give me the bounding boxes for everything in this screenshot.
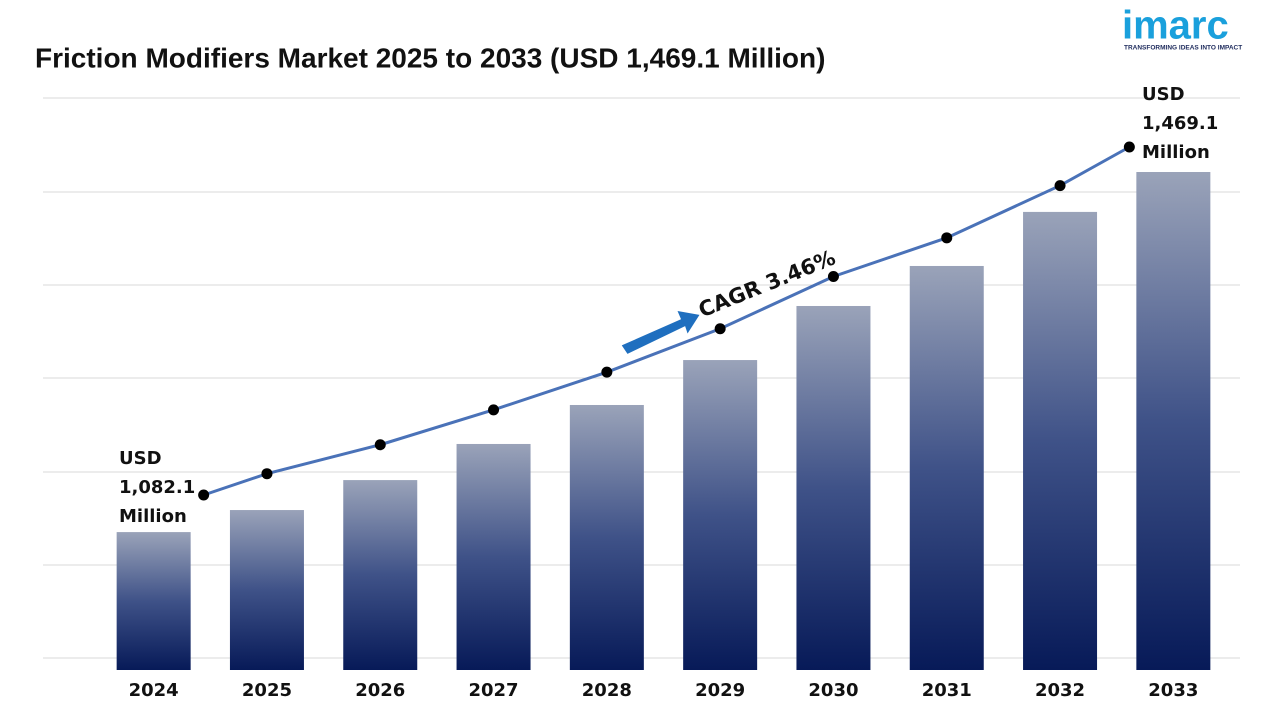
- x-tick-label: 2033: [1148, 680, 1198, 701]
- bars: [116, 172, 1211, 670]
- trend-dot: [374, 439, 386, 451]
- bar: [343, 480, 418, 670]
- trend-dot: [941, 232, 953, 244]
- trend-dot: [488, 404, 500, 416]
- logo: imarc: [1122, 4, 1229, 48]
- labels: 2024 2025 2026 2027 2028 2029 2030 2031 2032 2033…: [119, 84, 1218, 701]
- bar: [1136, 172, 1211, 670]
- x-tick-label: 2024: [129, 680, 179, 701]
- bar: [683, 360, 758, 670]
- trend-dot: [714, 323, 726, 335]
- bar: [116, 532, 191, 670]
- x-tick-label: 2032: [1035, 680, 1085, 701]
- trend-dot: [601, 366, 613, 378]
- x-tick-label: 2025: [242, 680, 292, 701]
- x-tick-label: 2026: [355, 680, 405, 701]
- logo-tagline: TRANSFORMING IDEAS INTO IMPACT: [1124, 45, 1242, 52]
- trend-dot: [1123, 141, 1135, 153]
- x-tick-label: 2031: [922, 680, 972, 701]
- trend-dot: [827, 270, 839, 282]
- x-tick-label: 2028: [582, 680, 632, 701]
- x-tick-label: 2027: [468, 680, 518, 701]
- bar: [456, 443, 531, 670]
- value-label: 1,469.1: [1142, 113, 1218, 134]
- value-label: USD: [119, 448, 162, 469]
- value-label: 1,082.1: [119, 477, 195, 498]
- trend-line: [203, 145, 1131, 497]
- value-label: Million: [119, 506, 187, 527]
- value-label: USD: [1142, 84, 1185, 105]
- bar: [909, 265, 984, 670]
- bar: [229, 510, 304, 670]
- chart-title: Friction Modifiers Market 2025 to 2033 (…: [35, 42, 825, 73]
- x-tick-label: 2030: [808, 680, 858, 701]
- trend-dot: [261, 468, 273, 480]
- bar: [569, 404, 644, 670]
- value-label: Million: [1142, 142, 1210, 163]
- bar: [1023, 211, 1098, 670]
- bar: [796, 305, 871, 670]
- cagr-arrow: [621, 311, 700, 354]
- trend: [198, 141, 1135, 501]
- trend-dot: [1054, 180, 1066, 192]
- trend-dot: [198, 489, 210, 501]
- x-tick-label: 2029: [695, 680, 745, 701]
